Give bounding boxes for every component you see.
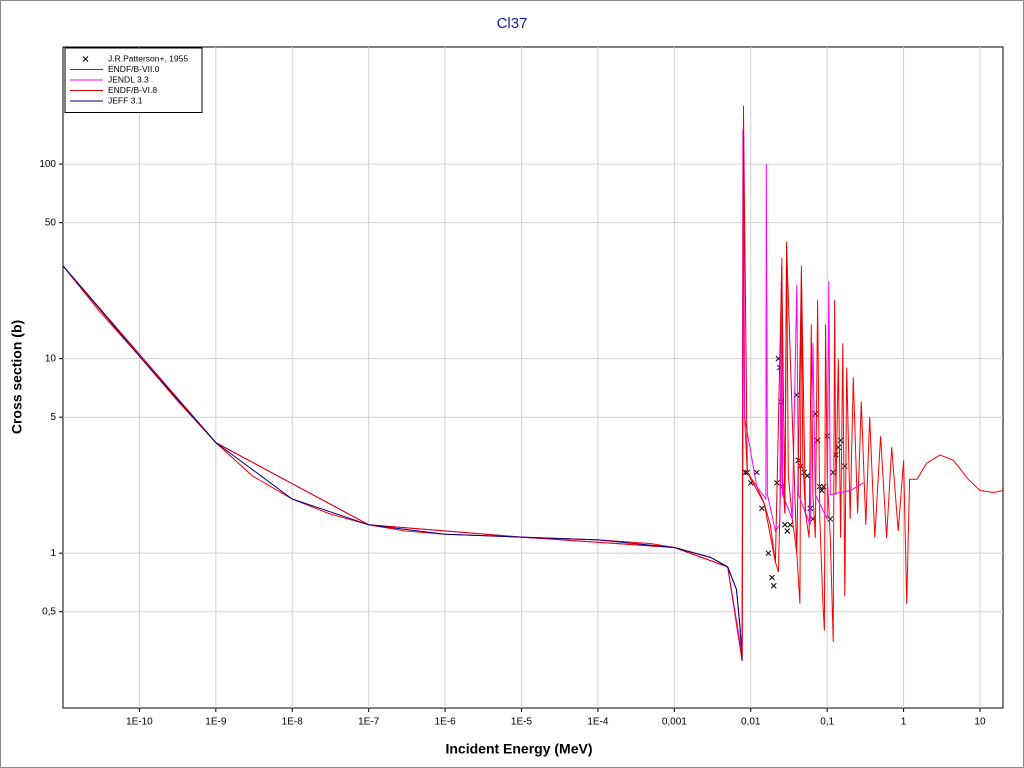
data-point bbox=[787, 521, 794, 528]
data-point bbox=[827, 516, 834, 522]
data-point bbox=[830, 469, 837, 476]
y-tick-label: 10 bbox=[45, 353, 57, 364]
y-tick-label: 1 bbox=[50, 548, 56, 559]
y-tick-label: 0,5 bbox=[42, 606, 56, 617]
legend-label: ENDF/B-VII.0 bbox=[108, 64, 160, 74]
plot-area bbox=[62, 46, 1004, 709]
data-point bbox=[782, 521, 788, 528]
x-tick-label: 1 bbox=[901, 717, 907, 728]
y-tick-label: 5 bbox=[50, 412, 56, 423]
x-tick-label: 1E-10 bbox=[126, 717, 153, 728]
data-point bbox=[759, 505, 765, 512]
x-tick-label: 1E-8 bbox=[282, 717, 304, 728]
x-tick-label: 1E-9 bbox=[205, 717, 227, 728]
legend-label: ENDF/B-VI.8 bbox=[108, 85, 157, 95]
plot bbox=[63, 105, 1003, 661]
y-tick-label: 100 bbox=[39, 159, 56, 170]
x-axis-label: Incident Energy (MeV) bbox=[445, 741, 592, 757]
y-tick-label: 50 bbox=[45, 217, 57, 228]
data-point bbox=[784, 528, 791, 534]
data-point bbox=[769, 574, 775, 581]
x-tick-label: 1E-6 bbox=[435, 717, 457, 728]
legend-label: JEFF 3.1 bbox=[108, 95, 143, 105]
chart-title: Cl37 bbox=[497, 15, 528, 32]
data-point bbox=[753, 469, 760, 476]
x-tick-label: 1E-4 bbox=[587, 717, 609, 728]
grid bbox=[63, 47, 1003, 708]
legend-label: J.R.Patterson+, 1955 bbox=[108, 53, 188, 63]
data-point bbox=[818, 487, 825, 494]
series-line bbox=[63, 105, 1003, 661]
x-tick-label: 0,1 bbox=[820, 717, 834, 728]
x-tick-label: 1E-5 bbox=[511, 717, 533, 728]
data-point bbox=[804, 472, 811, 479]
x-tick-label: 0,001 bbox=[662, 717, 687, 728]
y-axis-label: Cross section (b) bbox=[9, 320, 25, 434]
data-point bbox=[770, 582, 777, 589]
data-point bbox=[841, 463, 848, 470]
x-tick-label: 0,01 bbox=[741, 717, 761, 728]
x-tick-label: 10 bbox=[974, 717, 986, 728]
x-tick-label: 1E-7 bbox=[358, 717, 380, 728]
legend-marker bbox=[82, 56, 89, 62]
legend-label: JENDL 3.3 bbox=[108, 74, 149, 84]
series-line bbox=[63, 265, 743, 661]
data-point bbox=[765, 550, 772, 557]
series-line bbox=[63, 114, 806, 661]
